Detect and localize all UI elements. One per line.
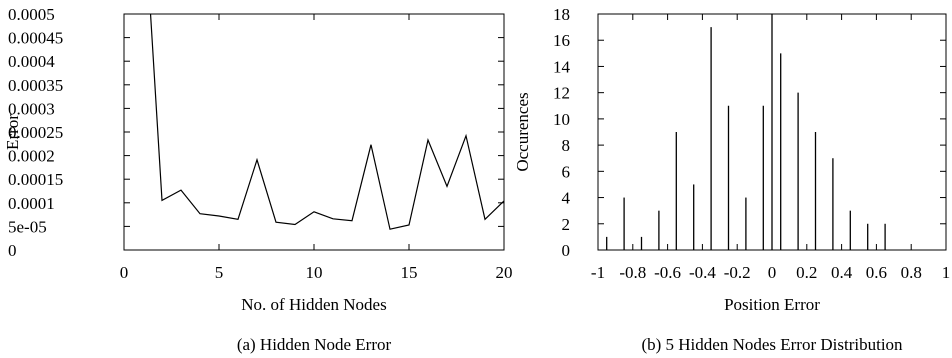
x-tick-label: 0.8 (901, 263, 922, 282)
x-tick-label: 0.2 (796, 263, 817, 282)
y-tick-label: 0.0001 (8, 194, 55, 213)
y-tick-label: 10 (553, 110, 570, 129)
x-tick-label: 5 (215, 263, 224, 282)
x-tick-label: 20 (496, 263, 513, 282)
chart-b: 0 2 4 6 8 10 12 14 16 18 -1 -0.8 -0.6 -0.4 -0.2 0 0.2 0.4… (513, 5, 950, 354)
y-tick-label: 0.0004 (8, 52, 55, 71)
y-axis-label: Error (3, 114, 22, 150)
y-tick-label: 0 (562, 241, 571, 260)
y-tick-label: 0.00035 (8, 76, 63, 95)
x-tick-label: -0.6 (654, 263, 681, 282)
plot-frame (123, 13, 505, 251)
y-tick-label: 14 (553, 57, 571, 76)
series-line (149, 14, 504, 230)
y-tick-label: 0.0002 (8, 147, 55, 166)
chart-a: 0 5e-05 0.0001 0.00015 0.0002 0.00025 0.0003 0.… (3, 5, 513, 354)
figure-caption: (a) Hidden Node Error (237, 335, 392, 354)
x-tick-label: 1 (942, 263, 951, 282)
y-tick-label: 6 (562, 162, 571, 181)
y-tick-label: 0 (8, 241, 17, 260)
x-tick-label: -0.2 (724, 263, 751, 282)
y-tick-label: 0.0003 (8, 99, 55, 118)
y-tick-label: 18 (553, 5, 570, 24)
y-tick-label: 4 (562, 189, 571, 208)
x-tick-label: -1 (591, 263, 605, 282)
x-axis-label: No. of Hidden Nodes (241, 295, 386, 314)
x-tick-label: 0 (768, 263, 777, 282)
y-tick-label: 2 (562, 215, 571, 234)
x-tick-label: -0.8 (619, 263, 646, 282)
y-tick-label: 12 (553, 84, 570, 103)
y-tick-label: 0.0005 (8, 5, 55, 24)
y-tick-label: 0.00045 (8, 29, 63, 48)
x-tick-label: 0.4 (831, 263, 853, 282)
y-tick-label: 8 (562, 136, 571, 155)
y-tick-label: 5e-05 (8, 217, 47, 236)
y-axis-label: Occurences (513, 92, 532, 171)
figure-caption: (b) 5 Hidden Nodes Error Distribution (641, 335, 903, 354)
x-tick-label: 0.6 (866, 263, 887, 282)
y-tick-label: 0.00015 (8, 170, 63, 189)
y-tick-label: 0.00025 (8, 123, 63, 142)
x-axis-label: Position Error (724, 295, 820, 314)
x-tick-label: -0.4 (689, 263, 716, 282)
x-tick-label: 10 (306, 263, 323, 282)
x-tick-label: 15 (401, 263, 418, 282)
x-tick-label: 0 (120, 263, 129, 282)
y-tick-label: 16 (553, 31, 570, 50)
